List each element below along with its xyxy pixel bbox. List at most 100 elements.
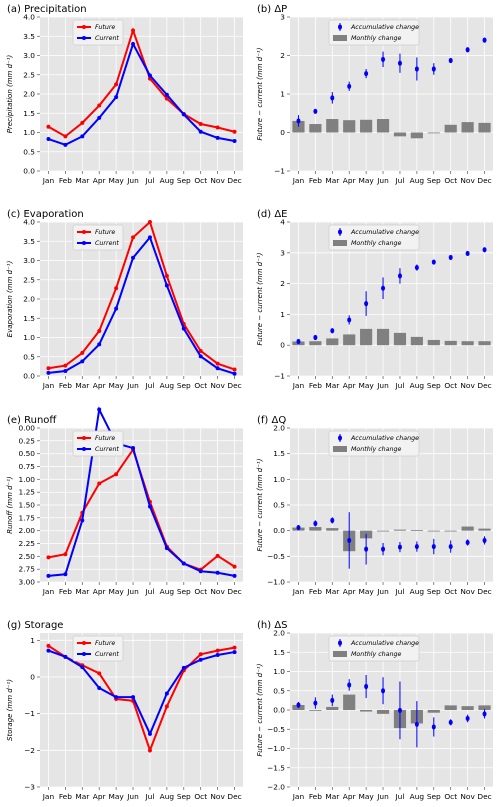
data-point (147, 220, 152, 224)
y-tick-label: 1.25 (19, 488, 36, 497)
data-point (147, 731, 152, 736)
monthly-bar (360, 710, 373, 712)
monthly-bar (444, 124, 457, 133)
x-tick-label: Jun (126, 587, 139, 596)
accum-point (313, 700, 318, 706)
x-tick-label: Nov (210, 381, 225, 390)
x-tick-label: May (358, 792, 374, 801)
legend-box (328, 224, 420, 251)
legend-swatch-point (82, 230, 86, 234)
legend-label: Future (95, 23, 115, 31)
legend-label: Accumulative change (350, 228, 419, 236)
data-point (97, 671, 102, 676)
x-tick-label: Oct (444, 176, 457, 185)
x-tick-label: Jul (144, 587, 154, 596)
y-tick-label: 3.5 (23, 32, 35, 41)
data-point (114, 286, 119, 291)
data-point (232, 129, 237, 134)
monthly-bar (376, 530, 390, 532)
x-tick-label: Nov (210, 176, 225, 185)
legend-swatch-point (82, 447, 86, 451)
legend-label: Monthly change (351, 445, 402, 453)
legend-swatch-bar (333, 446, 347, 452)
legend-box (328, 19, 420, 46)
x-tick-label: Mar (325, 587, 340, 596)
data-point (114, 82, 119, 87)
legend-label: Current (95, 445, 119, 453)
monthly-bar (461, 341, 474, 346)
y-tick-label: −1 (24, 709, 35, 718)
accum-point (347, 317, 352, 323)
data-point (114, 306, 119, 311)
monthly-bar (478, 122, 491, 133)
x-tick-label: Apr (343, 381, 357, 390)
accum-point (330, 697, 335, 703)
data-point (215, 135, 220, 140)
data-point (46, 648, 51, 653)
series-line-current (48, 649, 235, 737)
x-tick-label: Nov (210, 587, 225, 596)
x-tick-label: May (108, 176, 124, 185)
y-axis-label: Storage (mm d⁻¹) (6, 679, 14, 741)
x-tick-label: Dec (477, 792, 491, 801)
y-tick-label: 2.0 (23, 90, 35, 99)
y-tick-label: 2.00 (19, 526, 36, 535)
accum-point (347, 682, 352, 688)
panel-title: (e) Runoff (7, 415, 57, 426)
panel-title: (c) Evaporation (7, 209, 84, 220)
x-tick-label: Jun (376, 176, 389, 185)
x-tick-label: Jul (394, 176, 404, 185)
x-tick-label: Nov (460, 176, 475, 185)
legend-label: Current (95, 34, 119, 42)
x-tick-label: Jun (126, 381, 139, 390)
data-point (147, 748, 152, 753)
series-line-current (48, 406, 235, 577)
x-tick-label: Mar (75, 587, 90, 596)
monthly-bar (393, 529, 407, 531)
x-tick-label: Oct (194, 176, 207, 185)
accum-point (397, 60, 402, 66)
panel-title: (h) ΔS (257, 620, 288, 631)
x-tick-label: Apr (93, 176, 107, 185)
monthly-bar (461, 122, 474, 133)
x-tick-label: Feb (309, 587, 322, 596)
data-point (164, 273, 169, 278)
legend-swatch-point (82, 641, 86, 645)
accum-point (431, 66, 436, 72)
y-tick-label: 0.5 (273, 501, 285, 510)
x-tick-label: Jul (144, 176, 154, 185)
x-tick-label: Apr (93, 587, 107, 596)
y-axis-label: Future − current (mm d⁻¹) (256, 47, 264, 140)
x-tick-label: Sep (177, 381, 191, 390)
y-tick-label: 0.75 (19, 462, 36, 471)
y-tick-label: 2.5 (23, 70, 35, 79)
data-point (46, 370, 51, 375)
y-tick-label: 2 (280, 51, 285, 60)
panel-b: −1 0 1 2 3 Jan Feb Mar Apr May Jun Jul Aug Sep Oct Nov D… (256, 4, 493, 185)
y-tick-label: 1.50 (19, 501, 36, 510)
data-point (147, 73, 152, 78)
data-point (198, 657, 203, 662)
accum-point (448, 57, 453, 64)
y-tick-label: 0.0 (273, 706, 285, 715)
data-point (63, 552, 68, 557)
data-point (80, 665, 85, 670)
data-point (63, 134, 68, 139)
x-tick-label: Nov (460, 587, 475, 596)
monthly-bar (309, 527, 322, 531)
x-tick-label: Jun (126, 792, 139, 801)
accum-point (414, 543, 419, 550)
x-tick-label: Dec (227, 587, 241, 596)
accum-point (448, 254, 453, 261)
data-point (164, 92, 169, 97)
y-tick-label: 1.0 (23, 128, 35, 137)
x-tick-label: Nov (460, 381, 475, 390)
monthly-bar (478, 528, 491, 531)
data-point (232, 645, 237, 650)
data-point (232, 367, 237, 372)
panel-d: −1 0 1 2 3 4 Jan Feb Mar Apr May Jun Jul Aug Sep Oct Nov… (256, 209, 493, 390)
monthly-bar (360, 328, 373, 346)
x-tick-label: Dec (227, 381, 241, 390)
data-point (46, 643, 51, 648)
accum-point (313, 334, 318, 341)
